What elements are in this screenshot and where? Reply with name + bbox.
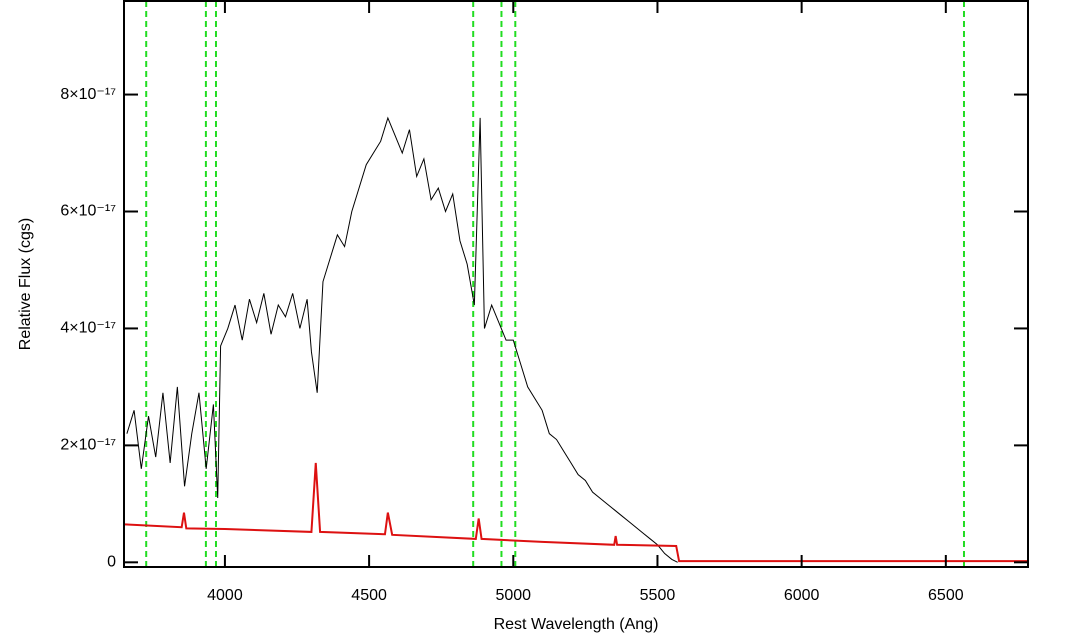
plot-frame [123, 0, 1029, 568]
y-axis-label: Relative Flux (cgs) [17, 218, 34, 350]
y-tick-label: 2×10⁻¹⁷ [60, 437, 116, 454]
spectrum-line [126, 116, 678, 563]
y-tick-label: 8×10⁻¹⁷ [60, 86, 116, 103]
y-tick-label: 4×10⁻¹⁷ [60, 320, 116, 337]
y-tick-label: 0 [107, 554, 116, 571]
spectrum-line [123, 462, 1028, 563]
x-tick-label: 5000 [495, 587, 531, 604]
x-tick-label: 5500 [640, 587, 676, 604]
x-tick-label: 6000 [784, 587, 820, 604]
x-tick-label: 4000 [207, 587, 243, 604]
x-tick-label: 6500 [928, 587, 964, 604]
y-tick-label: 6×10⁻¹⁷ [60, 203, 116, 220]
x-axis-label: Rest Wavelength (Ang) [494, 616, 659, 633]
x-tick-label: 4500 [351, 587, 387, 604]
